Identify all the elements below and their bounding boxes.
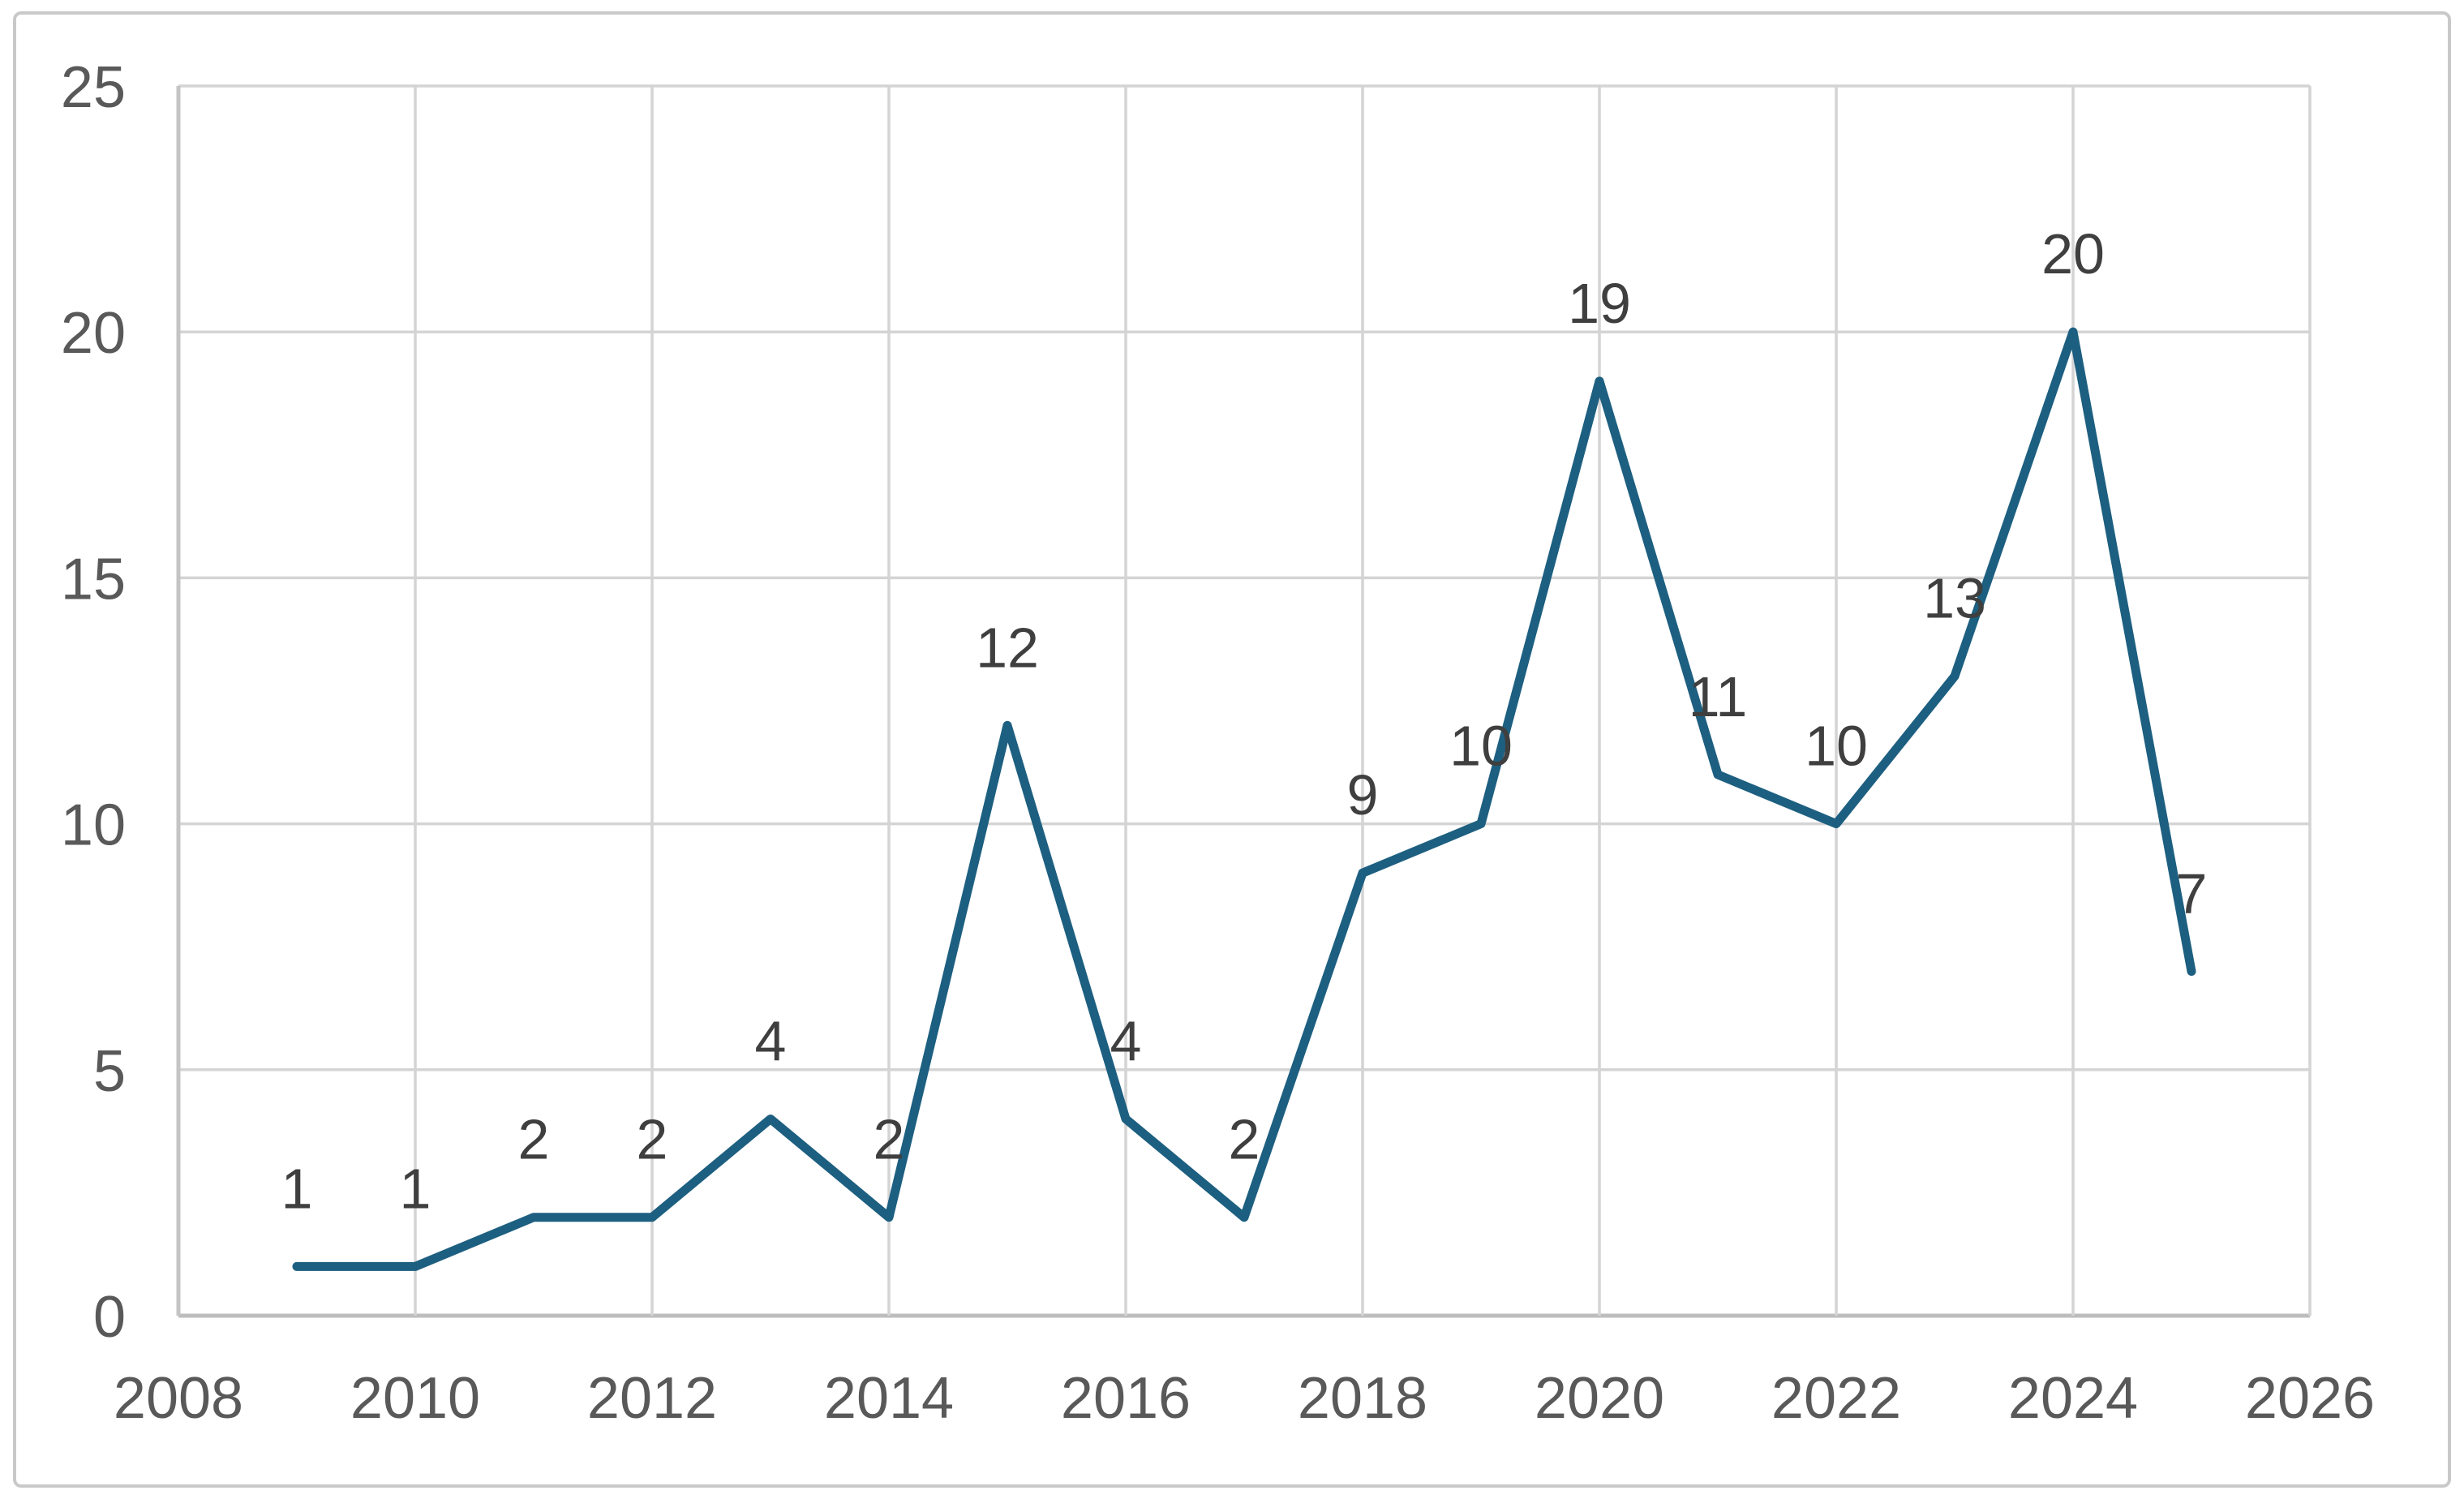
data-label: 19 bbox=[1568, 272, 1631, 335]
data-label: 1 bbox=[400, 1157, 431, 1220]
x-tick-label: 2018 bbox=[1298, 1366, 1427, 1431]
data-label: 4 bbox=[755, 1009, 787, 1072]
x-tick-label: 2014 bbox=[824, 1366, 954, 1431]
y-tick-label: 15 bbox=[61, 547, 126, 612]
figure-border bbox=[13, 11, 2451, 1488]
data-label: 2 bbox=[874, 1108, 905, 1171]
y-tick-label: 5 bbox=[93, 1039, 126, 1104]
x-tick-label: 2020 bbox=[1535, 1366, 1664, 1431]
data-label: 13 bbox=[1923, 567, 1986, 630]
data-label: 10 bbox=[1805, 715, 1868, 778]
x-tick-label: 2026 bbox=[2245, 1366, 2375, 1431]
data-label: 11 bbox=[1689, 665, 1748, 728]
data-label: 2 bbox=[637, 1108, 668, 1171]
data-label: 1 bbox=[281, 1157, 313, 1220]
x-tick-label: 2008 bbox=[114, 1366, 243, 1431]
data-label: 2 bbox=[518, 1108, 550, 1171]
x-tick-label: 2010 bbox=[350, 1366, 480, 1431]
data-label: 7 bbox=[2176, 862, 2208, 926]
x-axis-tick-labels: 2008 2010 2012 2014 2016 2018 2020 2022 2024 2026 bbox=[114, 1366, 2375, 1431]
data-label: 9 bbox=[1347, 763, 1379, 827]
y-axis-tick-labels: 0 5 10 15 20 25 bbox=[61, 55, 126, 1350]
vertical-gridlines bbox=[176, 86, 2312, 1316]
x-tick-label: 2012 bbox=[587, 1366, 717, 1431]
data-label: 10 bbox=[1449, 715, 1513, 778]
data-label: 2 bbox=[1229, 1108, 1260, 1171]
horizontal-gridlines bbox=[178, 84, 2310, 1318]
y-tick-label: 25 bbox=[61, 55, 126, 120]
x-tick-label: 2022 bbox=[1771, 1366, 1901, 1431]
x-tick-label: 2016 bbox=[1061, 1366, 1191, 1431]
y-tick-label: 20 bbox=[61, 301, 126, 366]
y-tick-label: 10 bbox=[61, 793, 126, 858]
data-label: 4 bbox=[1110, 1009, 1142, 1072]
data-series-line bbox=[292, 327, 2196, 1271]
data-label: 12 bbox=[976, 616, 1039, 679]
x-tick-label: 2024 bbox=[2008, 1366, 2138, 1431]
data-label: 20 bbox=[2041, 222, 2105, 286]
y-tick-label: 0 bbox=[93, 1285, 126, 1350]
